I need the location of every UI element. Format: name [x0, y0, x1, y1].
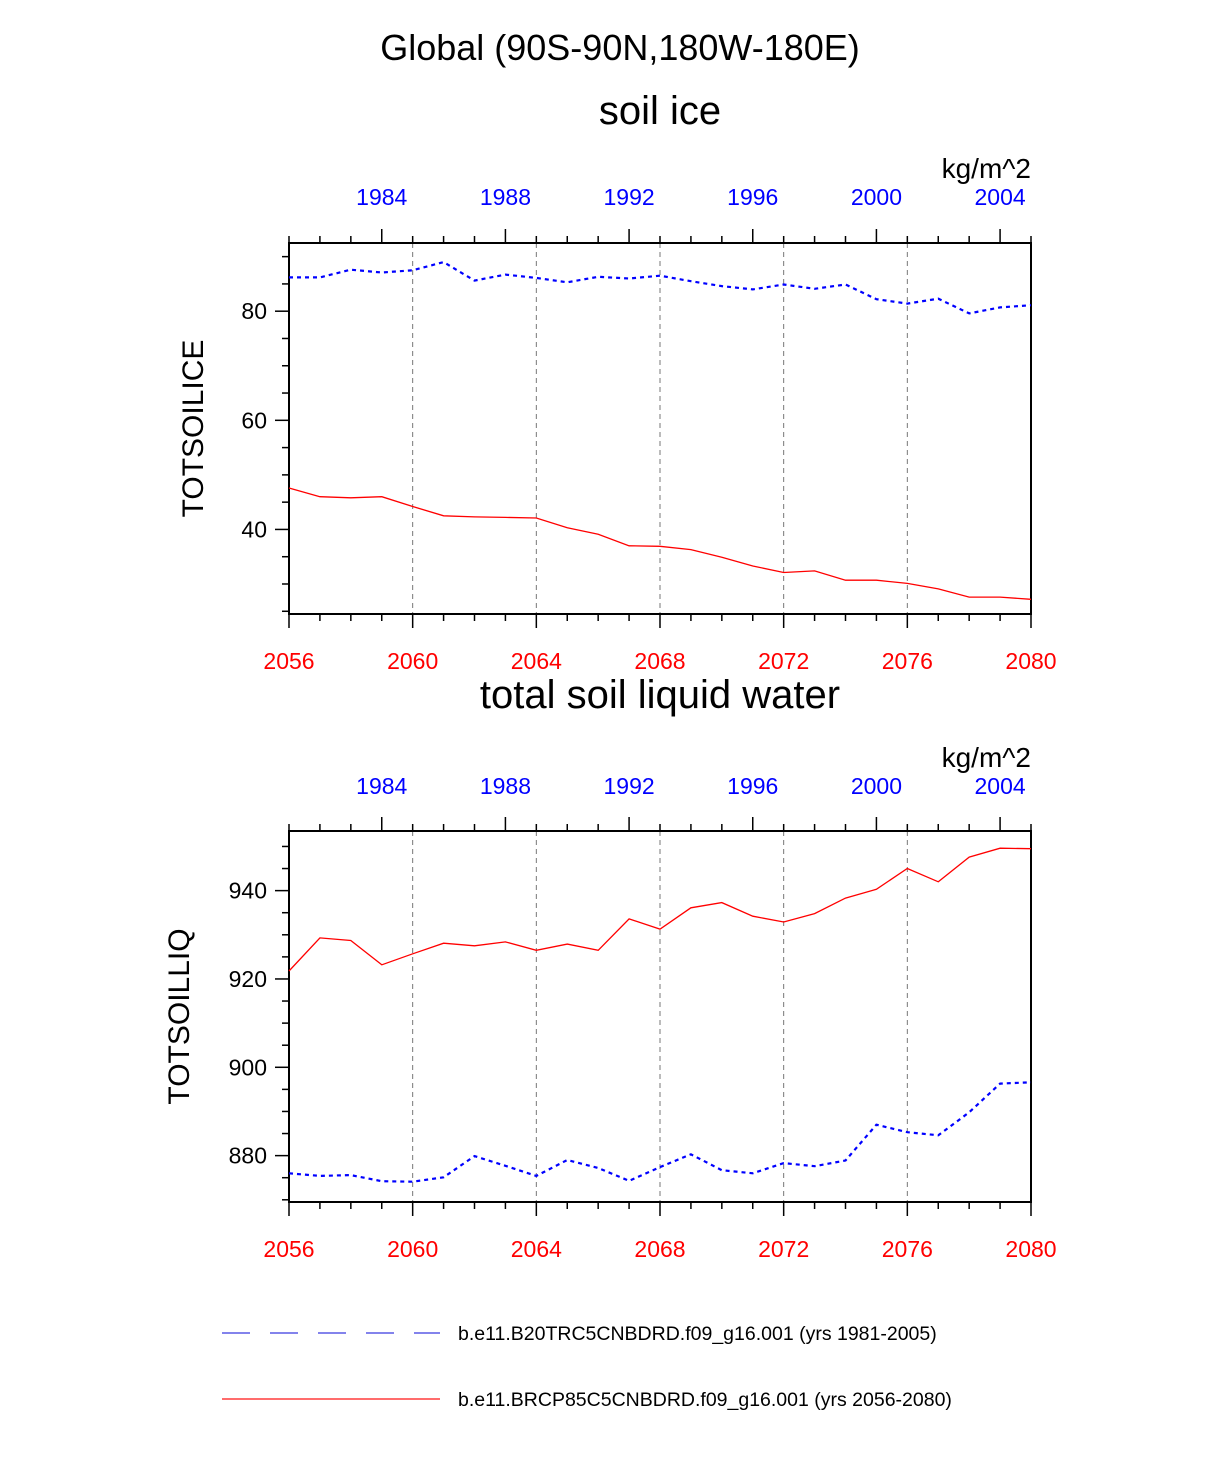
x-tick-label-bottom: 2080 [1005, 648, 1056, 674]
x-tick-label-top: 2004 [974, 184, 1025, 210]
x-tick-label-top: 1996 [727, 773, 778, 799]
y-tick-label: 40 [241, 516, 267, 542]
units-label: kg/m^2 [942, 153, 1031, 184]
x-tick-label-bottom: 2064 [511, 648, 562, 674]
x-tick-label-bottom: 2060 [387, 648, 438, 674]
y-axis-label: TOTSOILLIQ [163, 928, 196, 1104]
chart-title: total soil liquid water [480, 673, 840, 717]
series-line-1981-2005 [289, 260, 1032, 315]
y-tick-label: 880 [229, 1143, 267, 1169]
x-tick-label-top: 2000 [851, 773, 902, 799]
series-line-2056-2080 [288, 847, 1032, 972]
x-tick-label-bottom: 2072 [758, 1236, 809, 1262]
series-line-1981-2005 [288, 1081, 1032, 1183]
legend: b.e11.B20TRC5CNBDRD.f09_g16.001 (yrs 198… [222, 1323, 952, 1411]
x-tick-label-bottom: 2076 [882, 648, 933, 674]
x-tick-label-bottom: 2064 [511, 1236, 562, 1262]
y-tick-label: 920 [229, 966, 267, 992]
x-tick-label-top: 1992 [603, 184, 654, 210]
legend-label: b.e11.BRCP85C5CNBDRD.f09_g16.001 (yrs 20… [458, 1389, 952, 1411]
x-tick-label-top: 2004 [974, 773, 1025, 799]
y-tick-label: 900 [229, 1054, 267, 1080]
y-tick-label: 80 [241, 298, 267, 324]
x-tick-label-top: 1984 [356, 184, 407, 210]
x-tick-label-top: 1984 [356, 773, 407, 799]
x-tick-label-bottom: 2060 [387, 1236, 438, 1262]
x-tick-label-bottom: 2080 [1005, 1236, 1056, 1262]
chart-panel: total soil liquid water kg/m^2 TOTSOILLIQ 2… [163, 673, 1057, 1262]
x-tick-label-bottom: 2068 [634, 1236, 685, 1262]
chart-title: soil ice [599, 89, 721, 133]
x-tick-label-top: 1996 [727, 184, 778, 210]
x-tick-label-bottom: 2056 [263, 1236, 314, 1262]
x-tick-label-bottom: 2076 [882, 1236, 933, 1262]
x-tick-label-bottom: 2072 [758, 648, 809, 674]
units-label: kg/m^2 [942, 742, 1031, 773]
x-tick-label-top: 2000 [851, 184, 902, 210]
figure-title: Global (90S-90N,180W-180E) [380, 27, 860, 68]
x-tick-label-top: 1992 [603, 773, 654, 799]
legend-label: b.e11.B20TRC5CNBDRD.f09_g16.001 (yrs 198… [458, 1323, 937, 1345]
y-axis-label: TOTSOILICE [177, 340, 210, 518]
x-tick-label-bottom: 2056 [263, 648, 314, 674]
y-tick-label: 60 [241, 407, 267, 433]
chart-panel: soil ice kg/m^2 TOTSOILICE 2056 2060 2064 2068… [177, 89, 1057, 674]
x-tick-label-bottom: 2068 [634, 648, 685, 674]
x-tick-label-top: 1988 [480, 773, 531, 799]
series-line-2056-2080 [288, 487, 1032, 600]
x-tick-label-top: 1988 [480, 184, 531, 210]
y-tick-label: 940 [229, 878, 267, 904]
